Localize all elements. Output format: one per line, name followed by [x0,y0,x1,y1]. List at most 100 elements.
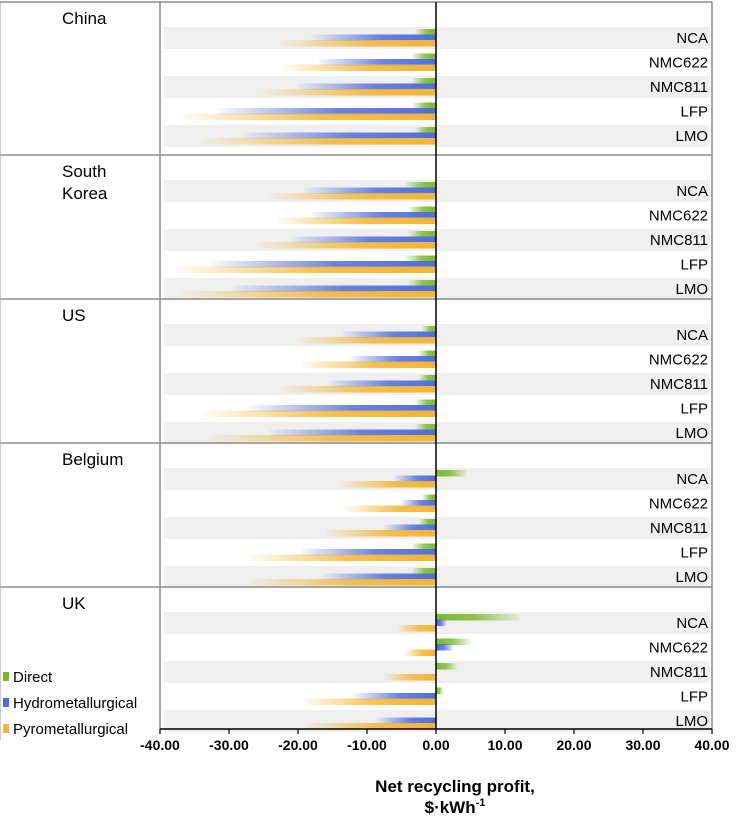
row-band [164,566,710,588]
bar-belgium-nmc811-pyrometallurgical [325,530,436,537]
bar-south-korea-nmc622-direct [408,206,436,213]
cathode-label-nmc622: NMC622 [649,208,708,225]
cathode-label-nmc811: NMC811 [650,664,708,681]
bar-belgium-lmo-direct [411,568,436,575]
x-tick-label: 30.00 [625,737,660,753]
cathode-label-lfp: LFP [680,257,708,274]
bar-belgium-nmc622-pyrometallurgical [346,505,436,512]
cathode-label-lfp: LFP [680,104,708,121]
country-label-line: China [62,9,107,28]
cathode-label-lfp: LFP [680,545,708,562]
cathode-label-nca: NCA [676,30,708,47]
country-label-line: US [62,306,86,325]
cathode-label-nmc811: NMC811 [650,232,708,249]
x-axis-unit: $·kWh-1 [425,797,486,817]
x-tick-label: -30.00 [209,737,249,753]
cathode-label-lmo: LMO [675,425,708,442]
row-band [164,27,710,49]
cathode-label-nmc811: NMC811 [650,376,708,393]
bar-south-korea-nmc622-hydrometallurgical [311,212,436,219]
legend-swatch-hydrometallurgical [3,698,9,707]
bar-south-korea-nmc811-hydrometallurgical [291,236,436,243]
bar-us-nca-pyrometallurgical [298,337,436,344]
bar-us-lfp-pyrometallurgical [204,410,436,417]
bar-uk-nca-direct [436,614,519,621]
cathode-label-lfp: LFP [680,401,708,418]
bar-belgium-lmo-pyrometallurgical [249,579,436,586]
cathode-label-nmc811: NMC811 [650,79,708,96]
legend-swatch-pyrometallurgical [3,724,9,733]
row-band [164,229,710,251]
legend-swatch-direct [3,672,9,681]
bar-china-nca-hydrometallurgical [311,34,436,41]
bar-south-korea-nmc622-pyrometallurgical [277,217,436,224]
legend: Direct Hydrometallurgical Pyrometallurgica… [3,669,137,738]
row-band [164,661,710,683]
cathode-label-nmc622: NMC622 [649,640,708,657]
bar-china-nmc811-hydrometallurgical [298,83,436,90]
x-tick-label: -10.00 [347,737,387,753]
bar-china-nmc622-direct [411,53,436,60]
cathode-label-nmc811: NMC811 [650,520,708,537]
x-axis-unit-text: $·kWh [425,798,476,817]
bar-us-lfp-direct [415,399,436,406]
cathode-label-lfp: LFP [680,689,708,706]
row-band [164,324,710,346]
cathode-label-lmo: LMO [675,128,708,145]
bar-uk-lfp-pyrometallurgical [304,698,436,705]
country-label-china: China [62,9,107,28]
country-label-line: UK [62,594,86,613]
x-tick-label: 40.00 [694,737,729,753]
bar-uk-lfp-hydrometallurgical [353,693,436,700]
cathode-label-nmc622: NMC622 [649,496,708,513]
bar-us-nca-hydrometallurgical [342,331,436,338]
labels-layer: China NCA NMC622 NMC811 LFP LMO South Korea NCA N… [62,9,708,730]
bar-belgium-lfp-direct [411,543,436,550]
bar-belgium-nca-hydrometallurgical [394,475,436,482]
bar-uk-lfp-direct [436,687,443,694]
bar-china-nmc622-pyrometallurgical [284,64,436,71]
legend-label-hydrometallurgical: Hydrometallurgical [13,695,137,712]
country-label-line: Belgium [62,450,123,469]
cathode-label-lmo: LMO [675,569,708,586]
bar-belgium-nca-direct [436,470,468,477]
x-axis: -40.00 -30.00 -20.00 -10.00 0.00 10.00 20.00 30… [140,728,730,753]
country-label-belgium: Belgium [62,450,123,469]
bar-belgium-nmc622-hydrometallurgical [401,500,436,507]
bar-uk-nmc622-direct [436,638,471,645]
cathode-label-nmc622: NMC622 [649,352,708,369]
bar-belgium-lmo-hydrometallurgical [322,573,436,580]
country-label-line: Korea [62,184,108,203]
country-label-us: US [62,306,86,325]
cathode-label-nca: NCA [676,183,708,200]
plot-frame [0,1,713,740]
bar-china-lmo-hydrometallurgical [242,132,436,139]
bar-us-lfp-hydrometallurgical [249,405,436,412]
x-tick-label: 20.00 [556,737,591,753]
row-band [164,76,710,98]
cathode-label-nmc622: NMC622 [649,55,708,72]
x-tick-label: -20.00 [278,737,318,753]
bar-uk-nmc622-hydrometallurgical [436,644,454,651]
bar-us-lmo-direct [415,424,436,431]
bar-uk-nmc811-direct [436,663,457,670]
bar-china-lfp-hydrometallurgical [218,108,436,115]
bar-uk-nmc622-pyrometallurgical [404,649,436,656]
bar-us-nmc811-direct [418,375,436,382]
bar-belgium-nca-pyrometallurgical [339,481,436,488]
bar-china-nmc811-direct [411,78,436,85]
bar-uk-nca-pyrometallurgical [398,625,436,632]
bar-china-lmo-pyrometallurgical [201,138,436,145]
bar-belgium-lfp-pyrometallurgical [249,554,436,561]
bars-layer [177,29,519,730]
bar-china-lfp-direct [411,102,436,109]
bar-uk-nmc811-pyrometallurgical [384,674,436,681]
bar-us-nmc622-pyrometallurgical [301,361,436,368]
x-axis-unit-superscript: -1 [476,797,486,809]
bar-belgium-nmc622-direct [422,494,436,501]
bar-south-korea-nmc811-direct [408,231,436,238]
bar-us-nmc811-pyrometallurgical [280,386,436,393]
country-label-line: South [62,162,106,181]
bar-uk-lmo-hydrometallurgical [377,717,436,724]
bar-south-korea-nca-hydrometallurgical [304,187,436,194]
